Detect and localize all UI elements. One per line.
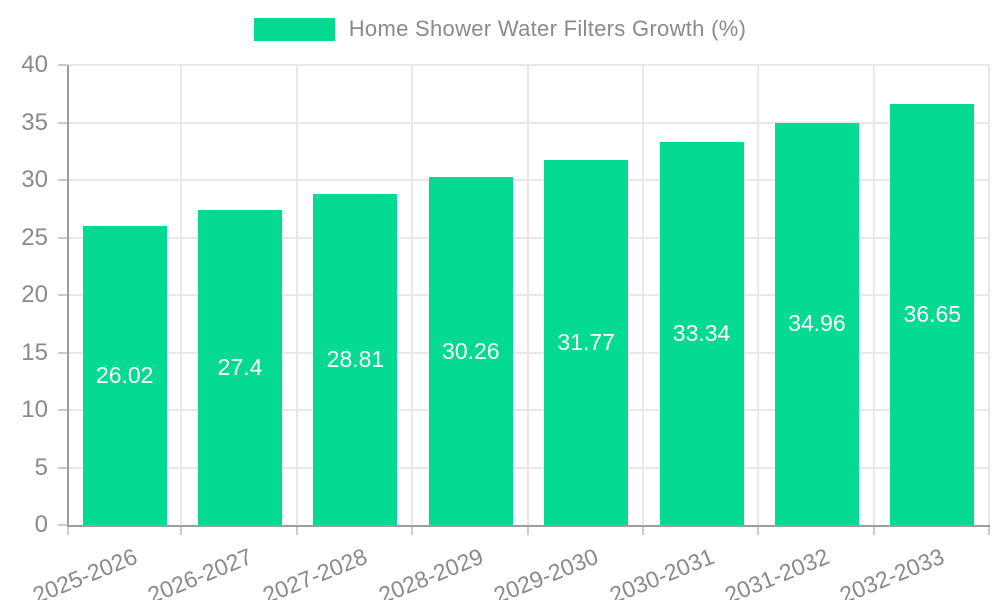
y-tick-label: 10	[21, 396, 48, 423]
gridline-vertical	[988, 65, 990, 525]
y-axis-tick	[58, 179, 67, 181]
gridline-vertical	[872, 65, 875, 525]
x-tick-label: 2026-2027	[144, 543, 256, 600]
y-axis-tick	[58, 409, 67, 411]
x-axis-tick	[757, 527, 760, 535]
y-axis-line	[67, 65, 69, 527]
y-axis-tick	[58, 524, 67, 526]
gridline-vertical	[757, 65, 760, 525]
x-tick-label: 2031-2032	[720, 543, 833, 600]
y-tick-label: 5	[34, 453, 48, 481]
x-tick-label: 2029-2030	[490, 543, 602, 600]
gridline-horizontal	[67, 179, 990, 181]
y-tick-label: 35	[21, 108, 48, 136]
bar-value-label: 28.81	[326, 345, 385, 372]
gridline-vertical	[180, 65, 183, 525]
legend-label: Home Shower Water Filters Growth (%)	[348, 16, 747, 41]
bar-value-label: 31.77	[557, 328, 615, 355]
bar[interactable]: 30.26	[428, 177, 513, 525]
bar-value-label: 33.34	[672, 319, 731, 346]
bar-value-label: 26.02	[95, 361, 154, 388]
x-tick-label: 2027-2028	[259, 543, 372, 600]
gridline-horizontal	[67, 351, 990, 354]
legend[interactable]: Home Shower Water Filters Growth (%)	[0, 16, 1000, 42]
x-axis-line	[67, 525, 990, 527]
gridline-horizontal	[67, 64, 990, 66]
y-axis-labels: 0 5 10 15 20 25 30 35 40	[0, 51, 50, 538]
bar[interactable]: 28.81	[313, 193, 398, 525]
x-axis-tick	[411, 527, 414, 535]
x-axis-tick	[641, 527, 644, 535]
gridline-vertical	[295, 65, 298, 525]
x-tick-label: 2032-2033	[836, 543, 949, 600]
y-tick-label: 40	[21, 51, 48, 78]
bar[interactable]: 27.4	[198, 209, 283, 525]
bar-value-label: 34.96	[788, 310, 846, 337]
gridline-horizontal	[67, 236, 990, 239]
x-tick-label: 2030-2031	[605, 543, 718, 600]
y-tick-label: 15	[21, 338, 48, 366]
y-tick-label: 30	[21, 166, 48, 193]
y-axis-tick	[58, 351, 67, 354]
bar[interactable]: 36.65	[890, 103, 975, 525]
plot-area: 26.02 27.4 28.81 30.26 31.77 33.34 34.96 36.65	[58, 64, 990, 535]
gridline-horizontal	[67, 294, 990, 296]
x-axis-tick	[67, 527, 69, 535]
legend-swatch	[253, 17, 335, 41]
gridline-vertical	[411, 65, 414, 525]
y-axis-tick	[58, 236, 67, 239]
y-tick-label: 20	[21, 281, 48, 308]
y-axis-tick	[58, 466, 67, 469]
gridline-horizontal	[67, 121, 990, 124]
bar[interactable]: 26.02	[82, 225, 167, 525]
x-axis-tick	[526, 527, 529, 535]
gridline-vertical	[526, 65, 529, 525]
x-axis-tick	[180, 527, 183, 535]
bar-value-label: 27.4	[217, 353, 263, 380]
bar[interactable]: 33.34	[659, 141, 744, 525]
bar[interactable]: 34.96	[774, 122, 859, 525]
bar-value-label: 36.65	[903, 300, 962, 327]
y-axis-tick	[58, 294, 67, 296]
x-axis-tick	[295, 527, 298, 535]
x-tick-label: 2025-2026	[28, 543, 141, 600]
y-axis-tick	[58, 121, 67, 124]
y-tick-label: 25	[21, 223, 48, 251]
x-tick-label: 2028-2029	[374, 543, 487, 600]
y-tick-label: 0	[34, 511, 48, 538]
y-axis-tick	[58, 64, 67, 66]
x-axis-tick	[872, 527, 875, 535]
gridline-horizontal	[67, 409, 990, 411]
gridline-vertical	[641, 65, 644, 525]
x-axis-tick	[988, 527, 990, 535]
gridline-horizontal	[67, 466, 990, 469]
bar[interactable]: 31.77	[544, 159, 629, 525]
bar-value-label: 30.26	[442, 337, 500, 364]
